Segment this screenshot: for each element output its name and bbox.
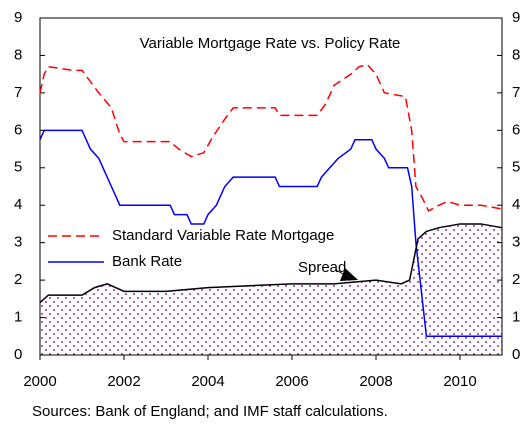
y-tick-label: 3	[14, 234, 22, 251]
y2-tick-label: 9	[512, 9, 520, 26]
annotation: Spread	[298, 259, 346, 276]
y-tick-label: 5	[14, 159, 22, 176]
y-tick-label: 9	[14, 9, 22, 26]
y-tick-label: 0	[14, 346, 22, 363]
y-tick-label: 2	[14, 271, 22, 288]
y-tick-label: 8	[14, 46, 22, 63]
y2-tick-label: 6	[512, 121, 520, 138]
y2-tick-label: 1	[512, 309, 520, 326]
y-tick-label: 7	[14, 84, 22, 101]
plot-frame	[39, 17, 503, 356]
x-tick-label: 2000	[23, 373, 56, 390]
x-tick-label: 2004	[191, 373, 224, 390]
spread-area	[40, 223, 502, 355]
x-tick-label: 2002	[107, 373, 140, 390]
y-tick-label: 6	[14, 121, 22, 138]
source-note: Sources: Bank of England; and IMF staff …	[32, 403, 388, 420]
y2-tick-label: 3	[512, 234, 520, 251]
chart-title: Variable Mortgage Rate vs. Policy Rate	[140, 35, 401, 52]
y-tick-label: 1	[14, 309, 22, 326]
annotation-arrowhead	[340, 268, 358, 281]
y2-tick-label: 2	[512, 271, 520, 288]
y2-tick-label: 4	[512, 196, 520, 213]
y2-tick-label: 0	[512, 346, 520, 363]
y2-tick-label: 5	[512, 159, 520, 176]
y2-tick-label: 7	[512, 84, 520, 101]
y2-tick-label: 8	[512, 46, 520, 63]
y-tick-label: 4	[14, 196, 22, 213]
series-line	[39, 223, 503, 304]
x-tick-label: 2008	[359, 373, 392, 390]
series-line	[39, 129, 502, 338]
legend-label: Standard Variable Rate Mortgage	[112, 227, 334, 244]
legend-label: Bank Rate	[112, 253, 182, 270]
x-tick-label: 2010	[443, 373, 476, 390]
series-line	[39, 63, 503, 212]
x-tick-label: 2006	[275, 373, 308, 390]
